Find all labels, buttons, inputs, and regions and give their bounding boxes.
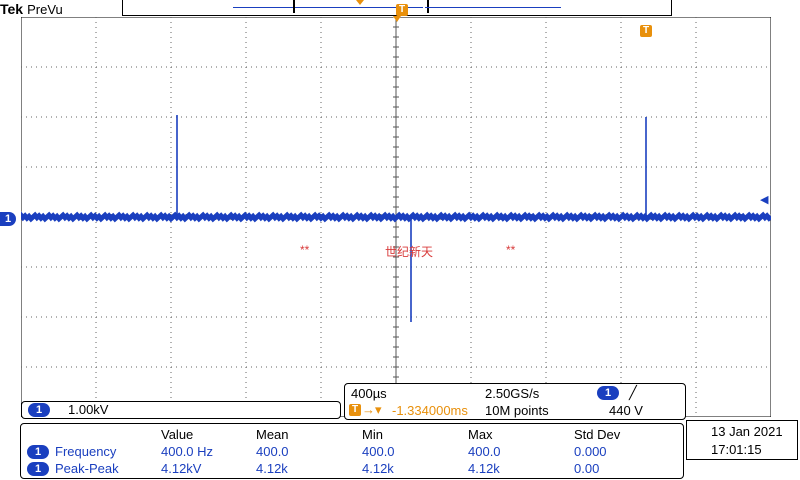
brand-label: Tek PreVu xyxy=(0,0,63,18)
waveform-graticule[interactable] xyxy=(21,17,771,417)
record-waveform-center xyxy=(295,7,423,8)
row-2-stddev: 0.00 xyxy=(574,461,600,476)
trigger-position-icon[interactable]: T xyxy=(396,4,408,16)
annotation-left: ** xyxy=(300,243,310,257)
time: 17:01:15 xyxy=(711,442,762,457)
date: 13 Jan 2021 xyxy=(711,424,783,439)
record-trigger-marker xyxy=(356,0,364,5)
channel-scale-readout[interactable]: 1 1.00kV xyxy=(21,401,341,419)
row-2-min: 4.12k xyxy=(362,461,394,476)
trigger-marker-icon: T xyxy=(640,25,652,37)
header-mean: Mean xyxy=(256,427,289,442)
channel-1-ground-marker[interactable]: 1 xyxy=(0,212,16,226)
row-1-stddev: 0.000 xyxy=(574,444,607,459)
header-stddev: Std Dev xyxy=(574,427,621,442)
row-2-mean: 4.12k xyxy=(256,461,288,476)
annotation-right: ** xyxy=(506,243,516,257)
record-waveform-left xyxy=(233,7,293,8)
trigger-source-badge: 1 xyxy=(597,386,619,400)
trigger-slope-icon: ╱ xyxy=(629,385,637,400)
channel-1-waveform xyxy=(21,115,771,322)
header-max: Max xyxy=(468,427,493,442)
trigger-level: 440 V xyxy=(609,403,643,418)
row-1-value: 400.0 Hz xyxy=(161,444,214,459)
vertical-scale: 1.00kV xyxy=(68,402,109,417)
header-min: Min xyxy=(362,427,383,442)
tek-logo: Tek xyxy=(0,1,24,17)
measurements-panel[interactable]: Value Mean Min Max Std Dev 1 Frequency 4… xyxy=(20,423,684,479)
row-1-max: 400.0 xyxy=(468,444,501,459)
row-2-channel-badge: 1 xyxy=(27,462,49,476)
trigger-position-value: -1.334000ms xyxy=(392,403,468,418)
header-value: Value xyxy=(161,427,194,442)
acquisition-mode: PreVu xyxy=(27,2,63,17)
row-1-name: Frequency xyxy=(55,444,117,459)
view-window-bracket[interactable] xyxy=(293,0,429,13)
trigger-level-arrow-icon[interactable]: ◀ xyxy=(760,194,769,206)
trigger-position-arrow-glyph: →▾ xyxy=(362,402,382,417)
baseline-trace xyxy=(21,211,771,223)
record-waveform-right xyxy=(425,7,561,8)
timing-readout[interactable]: 400µs 2.50GS/s 1 ╱ T →▾ -1.334000ms 10M … xyxy=(344,383,686,420)
row-1-min: 400.0 xyxy=(362,444,395,459)
trigger-position-badge-icon: T xyxy=(349,404,361,416)
annotation-center: 世纪新天 xyxy=(385,245,434,259)
trigger-position-arrow-icon xyxy=(393,16,401,22)
row-2-max: 4.12k xyxy=(468,461,500,476)
row-2-name: Peak-Peak xyxy=(55,461,119,476)
record-length: 10M points xyxy=(485,403,549,418)
datetime-readout: 13 Jan 2021 17:01:15 xyxy=(686,420,798,460)
row-1-mean: 400.0 xyxy=(256,444,289,459)
row-2-value: 4.12kV xyxy=(161,461,202,476)
timebase: 400µs xyxy=(351,386,387,401)
row-1-channel-badge: 1 xyxy=(27,445,49,459)
channel-1-badge: 1 xyxy=(28,403,50,417)
sample-rate: 2.50GS/s xyxy=(485,386,540,401)
